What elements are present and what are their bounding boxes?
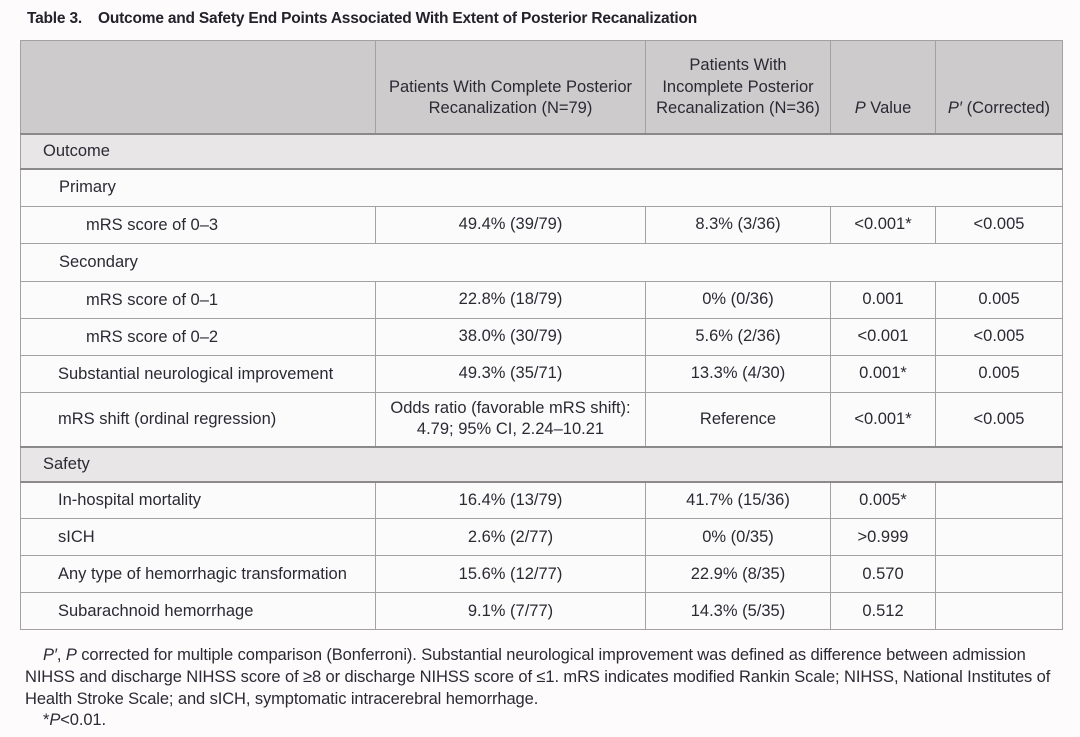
- section-label: Primary: [20, 168, 1063, 207]
- cell-value: [935, 592, 1063, 631]
- table-number: Table 3.: [27, 10, 82, 27]
- cell-value: 13.3% (4/30): [645, 355, 831, 393]
- cell-value: [935, 481, 1063, 520]
- table-caption: Outcome and Safety End Points Associated…: [97, 10, 698, 27]
- subsection-row: Primary: [20, 168, 1063, 207]
- cell-value: <0.001: [830, 318, 936, 356]
- table-row: mRS shift (ordinal regression) Odds ratio…: [20, 391, 1063, 448]
- table-row: mRS score of 0–1 22.8% (18/79) 0% (0/36) 0.…: [20, 281, 1063, 319]
- cell-value: 0.005: [935, 281, 1063, 319]
- row-label: sICH: [20, 518, 376, 557]
- table-row: Subarachnoid hemorrhage 9.1% (7/77) 14.3% …: [20, 592, 1063, 631]
- cell-value: 0.001*: [830, 355, 936, 393]
- cell-value: 8.3% (3/36): [645, 206, 831, 244]
- table-body: Outcome Primary mRS score of 0–3 49.4% (39/…: [20, 132, 1063, 631]
- row-label: mRS score of 0–1: [20, 281, 376, 319]
- cell-value: 15.6% (12/77): [375, 555, 646, 594]
- cell-value: 0.001: [830, 281, 936, 319]
- section-row: Outcome: [20, 132, 1063, 170]
- cell-value: 22.9% (8/35): [645, 555, 831, 594]
- cell-value: 16.4% (13/79): [375, 481, 646, 520]
- section-row: Safety: [20, 445, 1063, 483]
- table-row: mRS score of 0–3 49.4% (39/79) 8.3% (3/36)…: [20, 206, 1063, 244]
- row-label: Any type of hemorrhagic transformation: [20, 555, 376, 594]
- cell-value: 41.7% (15/36): [645, 481, 831, 520]
- column-header-incomplete: Patients With Incomplete Posterior Recan…: [645, 40, 831, 134]
- cell-value: Odds ratio (favorable mRS shift): 4.79; …: [375, 391, 646, 448]
- cell-value: 0% (0/35): [645, 518, 831, 557]
- cell-value: 38.0% (30/79): [375, 318, 646, 356]
- row-label: mRS score of 0–2: [20, 318, 376, 356]
- cell-value: <0.001*: [830, 391, 936, 448]
- cell-value: [935, 518, 1063, 557]
- cell-value: 0.512: [830, 592, 936, 631]
- cell-value: >0.999: [830, 518, 936, 557]
- outcome-safety-table: Patients With Complete Posterior Recanal…: [20, 40, 1063, 631]
- column-header-p-value: P Value: [830, 40, 936, 134]
- row-label: mRS shift (ordinal regression): [20, 391, 376, 448]
- cell-value: <0.001*: [830, 206, 936, 244]
- cell-value: 0.570: [830, 555, 936, 594]
- column-header-complete: Patients With Complete Posterior Recanal…: [375, 40, 646, 134]
- cell-value: 0% (0/36): [645, 281, 831, 319]
- row-label: Subarachnoid hemorrhage: [20, 592, 376, 631]
- footnote-line: P′, P corrected for multiple comparison …: [25, 646, 1051, 708]
- cell-value: 0.005: [935, 355, 1063, 393]
- table-row: Any type of hemorrhagic transformation 15…: [20, 555, 1063, 594]
- row-label: In-hospital mortality: [20, 481, 376, 520]
- cell-value: 0.005*: [830, 481, 936, 520]
- cell-value: <0.005: [935, 318, 1063, 356]
- table-row: sICH 2.6% (2/77) 0% (0/35) >0.999: [20, 518, 1063, 557]
- cell-value: 9.1% (7/77): [375, 592, 646, 631]
- row-label: Substantial neurological improvement: [20, 355, 376, 393]
- row-label: mRS score of 0–3: [20, 206, 376, 244]
- cell-value: 14.3% (5/35): [645, 592, 831, 631]
- footnote-line: *P<0.01.: [43, 711, 106, 730]
- cell-value: 49.4% (39/79): [375, 206, 646, 244]
- table-header-row: Patients With Complete Posterior Recanal…: [20, 40, 1063, 134]
- cell-value: <0.005: [935, 391, 1063, 448]
- cell-value: 5.6% (2/36): [645, 318, 831, 356]
- table-title: Table 3. Outcome and Safety End Points As…: [27, 10, 697, 28]
- section-label: Safety: [20, 445, 1063, 483]
- table-row: mRS score of 0–2 38.0% (30/79) 5.6% (2/36)…: [20, 318, 1063, 356]
- cell-value: Reference: [645, 391, 831, 448]
- table-row: Substantial neurological improvement 49.3…: [20, 355, 1063, 393]
- cell-value: 49.3% (35/71): [375, 355, 646, 393]
- column-header-endpoint: [20, 40, 376, 134]
- column-header-p-corrected: P′ (Corrected): [935, 40, 1063, 134]
- cell-value: <0.005: [935, 206, 1063, 244]
- cell-value: [935, 555, 1063, 594]
- footnotes: P′, P corrected for multiple comparison …: [25, 645, 1063, 732]
- section-label: Outcome: [20, 132, 1063, 170]
- section-label: Secondary: [20, 243, 1063, 282]
- cell-value: 2.6% (2/77): [375, 518, 646, 557]
- subsection-row: Secondary: [20, 243, 1063, 282]
- table-row: In-hospital mortality 16.4% (13/79) 41.7% …: [20, 481, 1063, 520]
- cell-value: 22.8% (18/79): [375, 281, 646, 319]
